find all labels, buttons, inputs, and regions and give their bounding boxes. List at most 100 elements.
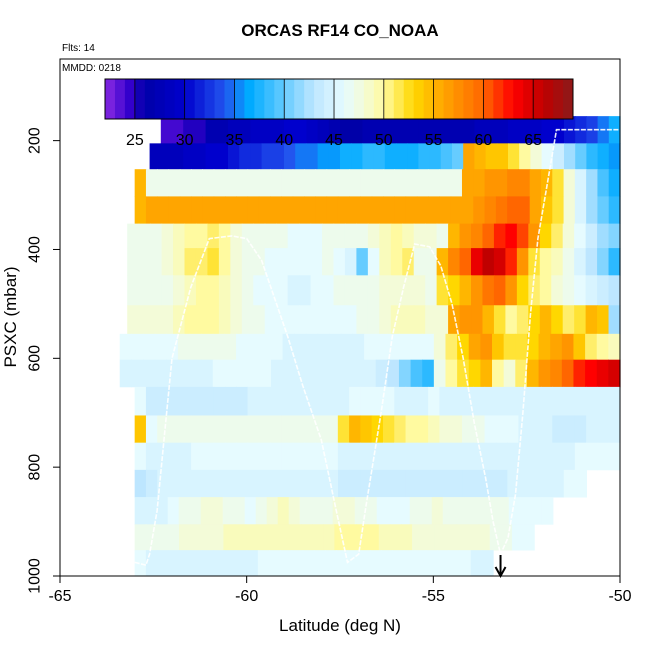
heatmap-cell bbox=[574, 196, 587, 225]
heatmap-cell bbox=[493, 305, 506, 335]
heatmap-cell bbox=[247, 442, 260, 471]
heatmap-cell bbox=[541, 469, 554, 498]
heatmap-cell bbox=[344, 275, 358, 306]
colorbar-swatch bbox=[334, 79, 345, 119]
heatmap-cell bbox=[360, 386, 373, 416]
heatmap-cell bbox=[150, 305, 163, 335]
heatmap-cell bbox=[467, 524, 480, 551]
heatmap-cell bbox=[574, 386, 587, 416]
heatmap-cell bbox=[267, 524, 280, 551]
colorbar-swatch bbox=[214, 79, 225, 119]
heatmap-cell bbox=[597, 169, 610, 197]
heatmap-cell bbox=[485, 116, 498, 144]
heatmap-cell bbox=[329, 333, 342, 361]
heatmap-cell bbox=[354, 497, 367, 525]
heatmap-cell bbox=[253, 305, 266, 335]
heatmap-cell bbox=[450, 469, 463, 498]
heatmap-cell bbox=[413, 223, 426, 249]
heatmap-cell bbox=[482, 248, 495, 276]
heatmap-cell bbox=[470, 550, 483, 577]
heatmap-cell bbox=[505, 275, 518, 306]
heatmap-cell bbox=[179, 169, 192, 197]
heatmap-cell bbox=[585, 223, 598, 249]
heatmap-cell bbox=[287, 223, 300, 249]
heatmap-cell bbox=[317, 116, 330, 144]
heatmap-cell bbox=[305, 333, 319, 361]
heatmap-cell bbox=[484, 442, 497, 471]
heatmap-cell bbox=[270, 386, 282, 416]
heatmap-cell bbox=[403, 550, 416, 577]
heatmap-cell bbox=[390, 223, 403, 249]
chart-title: ORCAS RF14 CO_NOAA bbox=[241, 21, 438, 40]
heatmap-cell bbox=[317, 359, 330, 388]
heatmap-cell bbox=[306, 116, 319, 144]
heatmap-cell bbox=[471, 223, 484, 249]
heatmap-cell bbox=[448, 248, 461, 276]
heatmap-cell bbox=[507, 169, 520, 197]
colorbar-swatch bbox=[204, 79, 216, 119]
heatmap-cell bbox=[526, 359, 540, 388]
heatmap-cell bbox=[563, 442, 576, 471]
heatmap-cell bbox=[489, 524, 502, 551]
heatmap-cell bbox=[310, 223, 323, 249]
heatmap-cell bbox=[258, 442, 271, 471]
heatmap-cell bbox=[416, 442, 429, 471]
heatmap-cell bbox=[597, 248, 610, 276]
heatmap-cell bbox=[134, 524, 147, 551]
heatmap-cell bbox=[474, 143, 487, 170]
heatmap-cell bbox=[529, 386, 542, 416]
heatmap-cell bbox=[337, 169, 350, 197]
heatmap-cell bbox=[292, 442, 305, 471]
heatmap-cell bbox=[295, 116, 307, 144]
heatmap-cell bbox=[191, 415, 203, 444]
heatmap-cell bbox=[528, 305, 541, 335]
heatmap-cell bbox=[191, 196, 203, 225]
heatmap-cell bbox=[127, 223, 140, 249]
heatmap-cell bbox=[328, 116, 341, 144]
heatmap-cell bbox=[574, 442, 587, 471]
heatmap-cell bbox=[241, 248, 254, 276]
heatmap-cell bbox=[270, 196, 282, 225]
heatmap-cell bbox=[379, 223, 392, 249]
heatmap-cell bbox=[375, 359, 388, 388]
heatmap-cell bbox=[241, 305, 254, 335]
heatmap-cell bbox=[183, 143, 195, 170]
heatmap-cell bbox=[540, 386, 553, 416]
heatmap-cell bbox=[473, 386, 486, 416]
heatmap-cell bbox=[383, 469, 396, 498]
heatmap-cell bbox=[439, 415, 452, 444]
heatmap-cell bbox=[250, 116, 263, 144]
colorbar-swatch bbox=[493, 79, 504, 119]
heatmap-cell bbox=[552, 196, 565, 225]
heatmap-cell bbox=[201, 333, 214, 361]
heatmap-cell bbox=[507, 469, 520, 498]
heatmap-cell bbox=[321, 497, 334, 525]
heatmap-cell bbox=[287, 305, 300, 335]
heatmap-cell bbox=[410, 359, 423, 388]
heatmap-cell bbox=[586, 196, 599, 225]
heatmap-cell bbox=[216, 143, 229, 170]
heatmap-cell bbox=[585, 248, 598, 276]
heatmap-cell bbox=[292, 469, 305, 498]
heatmap-cell bbox=[272, 143, 285, 170]
heatmap-cell bbox=[445, 333, 458, 361]
heatmap-cell bbox=[519, 497, 532, 525]
heatmap-cell bbox=[145, 469, 158, 498]
heatmap-cell bbox=[326, 169, 339, 197]
heatmap-cell bbox=[608, 415, 621, 444]
heatmap-cell bbox=[496, 116, 509, 144]
heatmap-cell bbox=[463, 143, 475, 170]
heatmap-cell bbox=[405, 196, 418, 225]
heatmap-cell bbox=[433, 333, 447, 361]
heatmap-cell bbox=[402, 275, 415, 306]
heatmap-cell bbox=[218, 305, 231, 335]
heatmap-cell bbox=[585, 333, 598, 361]
heatmap-cell bbox=[563, 415, 576, 444]
heatmap-cell bbox=[278, 524, 291, 551]
heatmap-cell bbox=[134, 550, 147, 577]
heatmap-cell bbox=[292, 169, 305, 197]
heatmap-cell bbox=[332, 497, 345, 525]
heatmap-cell bbox=[277, 497, 290, 525]
heatmap-cell bbox=[337, 196, 350, 225]
heatmap-cell bbox=[412, 524, 424, 551]
